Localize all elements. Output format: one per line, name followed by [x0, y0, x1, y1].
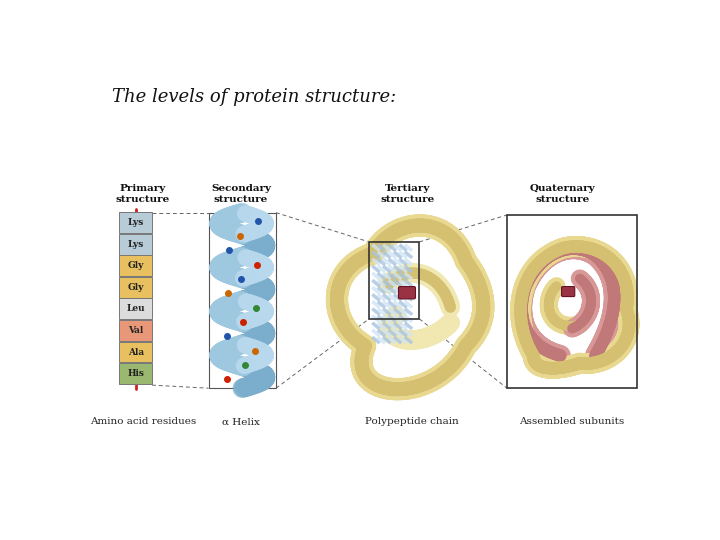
FancyBboxPatch shape: [119, 255, 153, 276]
Text: Primary
structure: Primary structure: [116, 184, 170, 204]
FancyBboxPatch shape: [119, 320, 153, 341]
Text: Ala: Ala: [127, 348, 144, 356]
Text: Leu: Leu: [127, 305, 145, 313]
Text: Assembled subunits: Assembled subunits: [519, 417, 625, 427]
FancyBboxPatch shape: [398, 287, 415, 299]
FancyBboxPatch shape: [562, 287, 575, 296]
Text: α Helix: α Helix: [222, 417, 260, 427]
FancyBboxPatch shape: [119, 342, 153, 362]
Bar: [507, 215, 637, 388]
FancyBboxPatch shape: [119, 277, 153, 298]
FancyBboxPatch shape: [119, 299, 153, 319]
FancyBboxPatch shape: [119, 212, 153, 233]
Text: Lys: Lys: [127, 218, 144, 227]
Text: Amino acid residues: Amino acid residues: [89, 417, 196, 427]
FancyBboxPatch shape: [119, 234, 153, 254]
Text: His: His: [127, 369, 144, 378]
Text: The levels of protein structure:: The levels of protein structure:: [112, 88, 396, 106]
Bar: [369, 242, 419, 319]
FancyBboxPatch shape: [119, 363, 153, 384]
Text: Gly: Gly: [127, 283, 144, 292]
Text: Gly: Gly: [127, 261, 144, 270]
Text: Polypeptide chain: Polypeptide chain: [365, 417, 459, 427]
Text: Secondary
structure: Secondary structure: [211, 184, 271, 204]
Bar: [209, 213, 276, 388]
Text: Lys: Lys: [127, 240, 144, 249]
Text: Tertiary
structure: Tertiary structure: [381, 184, 435, 204]
Text: Val: Val: [128, 326, 143, 335]
Text: Quaternary
structure: Quaternary structure: [530, 184, 595, 204]
